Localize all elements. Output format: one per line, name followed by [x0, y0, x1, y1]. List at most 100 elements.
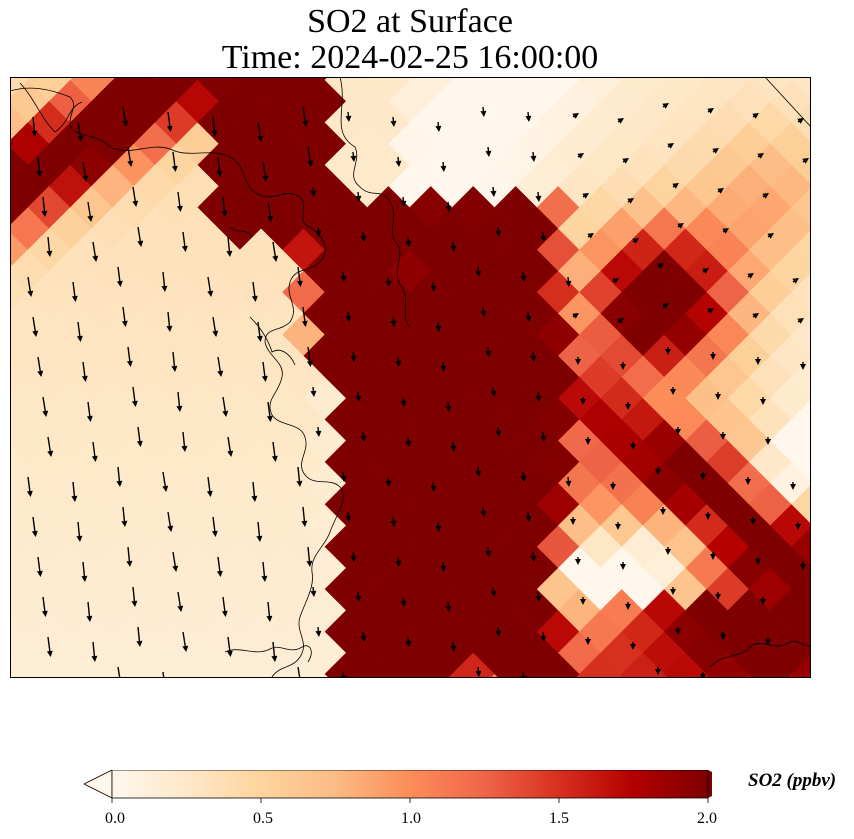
wind-arrow: [707, 108, 714, 114]
so2-grid-cell: [770, 376, 811, 420]
wind-arrow: [450, 641, 457, 652]
wind-arrow: [82, 161, 89, 182]
wind-arrow: [131, 586, 138, 607]
wind-arrow: [672, 183, 679, 189]
wind-arrow: [221, 196, 228, 217]
coastline-segment: [339, 77, 411, 328]
wind-arrow: [670, 587, 676, 595]
wind-arrow: [747, 273, 754, 279]
wind-arrow: [355, 391, 362, 402]
wind-arrow: [132, 186, 139, 207]
so2-grid-cell: [791, 187, 811, 227]
wind-arrow: [495, 626, 502, 637]
wind-arrow: [350, 151, 357, 162]
colorbar-extend-min: [84, 770, 113, 799]
wind-arrow: [625, 402, 631, 410]
wind-arrow: [227, 436, 234, 457]
wind-arrow: [26, 476, 33, 497]
wind-arrow: [127, 146, 134, 167]
wind-arrow: [345, 311, 352, 322]
so2-grid-cell: [770, 291, 811, 336]
wind-arrow: [395, 356, 402, 367]
wind-arrow: [440, 161, 447, 172]
wind-arrow: [667, 143, 674, 149]
wind-arrow: [256, 521, 263, 542]
so2-grid-cell: [791, 442, 811, 482]
wind-arrow: [485, 546, 492, 557]
wind-arrow: [171, 351, 178, 372]
wind-arrow: [617, 118, 624, 124]
wind-arrow: [360, 631, 367, 642]
so2-grid-cell: [791, 230, 811, 270]
wind-arrow: [530, 551, 537, 562]
wind-arrow: [662, 303, 669, 309]
wind-arrow: [705, 512, 711, 520]
wind-arrow: [177, 591, 184, 612]
wind-arrow: [440, 561, 447, 572]
wind-arrow: [122, 106, 129, 127]
wind-arrow: [395, 556, 402, 567]
colorbar-tick-label: 0.5: [253, 810, 273, 827]
colorbar-ticks: [111, 798, 709, 803]
so2-grid-cell: [770, 206, 811, 251]
wind-arrow: [720, 632, 726, 640]
so2-grid-cell: [791, 357, 811, 397]
wind-arrow: [485, 346, 492, 357]
wind-arrow: [310, 386, 317, 397]
wind-arrow: [221, 596, 228, 617]
wind-arrow: [430, 281, 437, 292]
wind-arrow: [615, 522, 621, 530]
wind-arrow: [91, 641, 98, 662]
wind-arrow: [81, 361, 88, 382]
wind-arrow: [445, 601, 452, 612]
so2-field: [10, 77, 811, 678]
wind-arrow: [307, 146, 314, 167]
coastline-segment: [224, 645, 312, 663]
so2-grid-cell: [770, 546, 811, 590]
wind-arrow: [76, 321, 83, 342]
wind-arrow: [525, 511, 532, 522]
wind-arrow: [702, 268, 709, 274]
coastline-segment: [19, 82, 83, 133]
colorbar-extend-max: [708, 770, 712, 798]
wind-arrow: [42, 396, 49, 417]
colorbar-tick-label: 2.0: [697, 810, 717, 827]
wind-arrow: [385, 276, 392, 287]
wind-arrow: [126, 346, 133, 367]
wind-arrow: [585, 637, 591, 645]
wind-arrow: [87, 201, 94, 222]
wind-arrow: [577, 153, 584, 159]
wind-arrow: [475, 466, 482, 477]
wind-arrow: [445, 201, 452, 212]
wind-arrow: [136, 426, 143, 447]
wind-arrow: [136, 626, 143, 647]
wind-arrow: [36, 156, 43, 177]
so2-grid-cell: [770, 121, 811, 166]
wind-arrow: [117, 666, 121, 678]
wind-arrow: [792, 278, 799, 284]
wind-arrow: [535, 391, 542, 402]
wind-arrow: [405, 636, 412, 647]
wind-arrow: [717, 188, 724, 194]
wind-arrow: [767, 233, 774, 239]
wind-arrow: [655, 467, 661, 475]
wind-arrow: [251, 481, 258, 502]
wind-arrow: [565, 276, 572, 287]
wind-arrow: [267, 201, 274, 222]
wind-arrow: [540, 631, 547, 642]
wind-arrow: [315, 626, 322, 637]
wind-arrow: [520, 471, 527, 482]
wind-arrow: [216, 556, 223, 577]
wind-arrow: [226, 636, 233, 657]
wind-arrow: [315, 426, 322, 437]
wind-arrow: [121, 306, 128, 327]
wind-arrow: [355, 591, 362, 602]
wind-arrow: [665, 547, 671, 555]
wind-arrow: [797, 318, 804, 324]
wind-arrow: [627, 198, 634, 204]
wind-arrow: [450, 441, 457, 452]
colorbar-tick-label: 1.0: [401, 810, 421, 827]
coastline-segment: [10, 87, 344, 678]
wind-arrow: [296, 266, 303, 287]
wind-arrow: [182, 631, 189, 652]
